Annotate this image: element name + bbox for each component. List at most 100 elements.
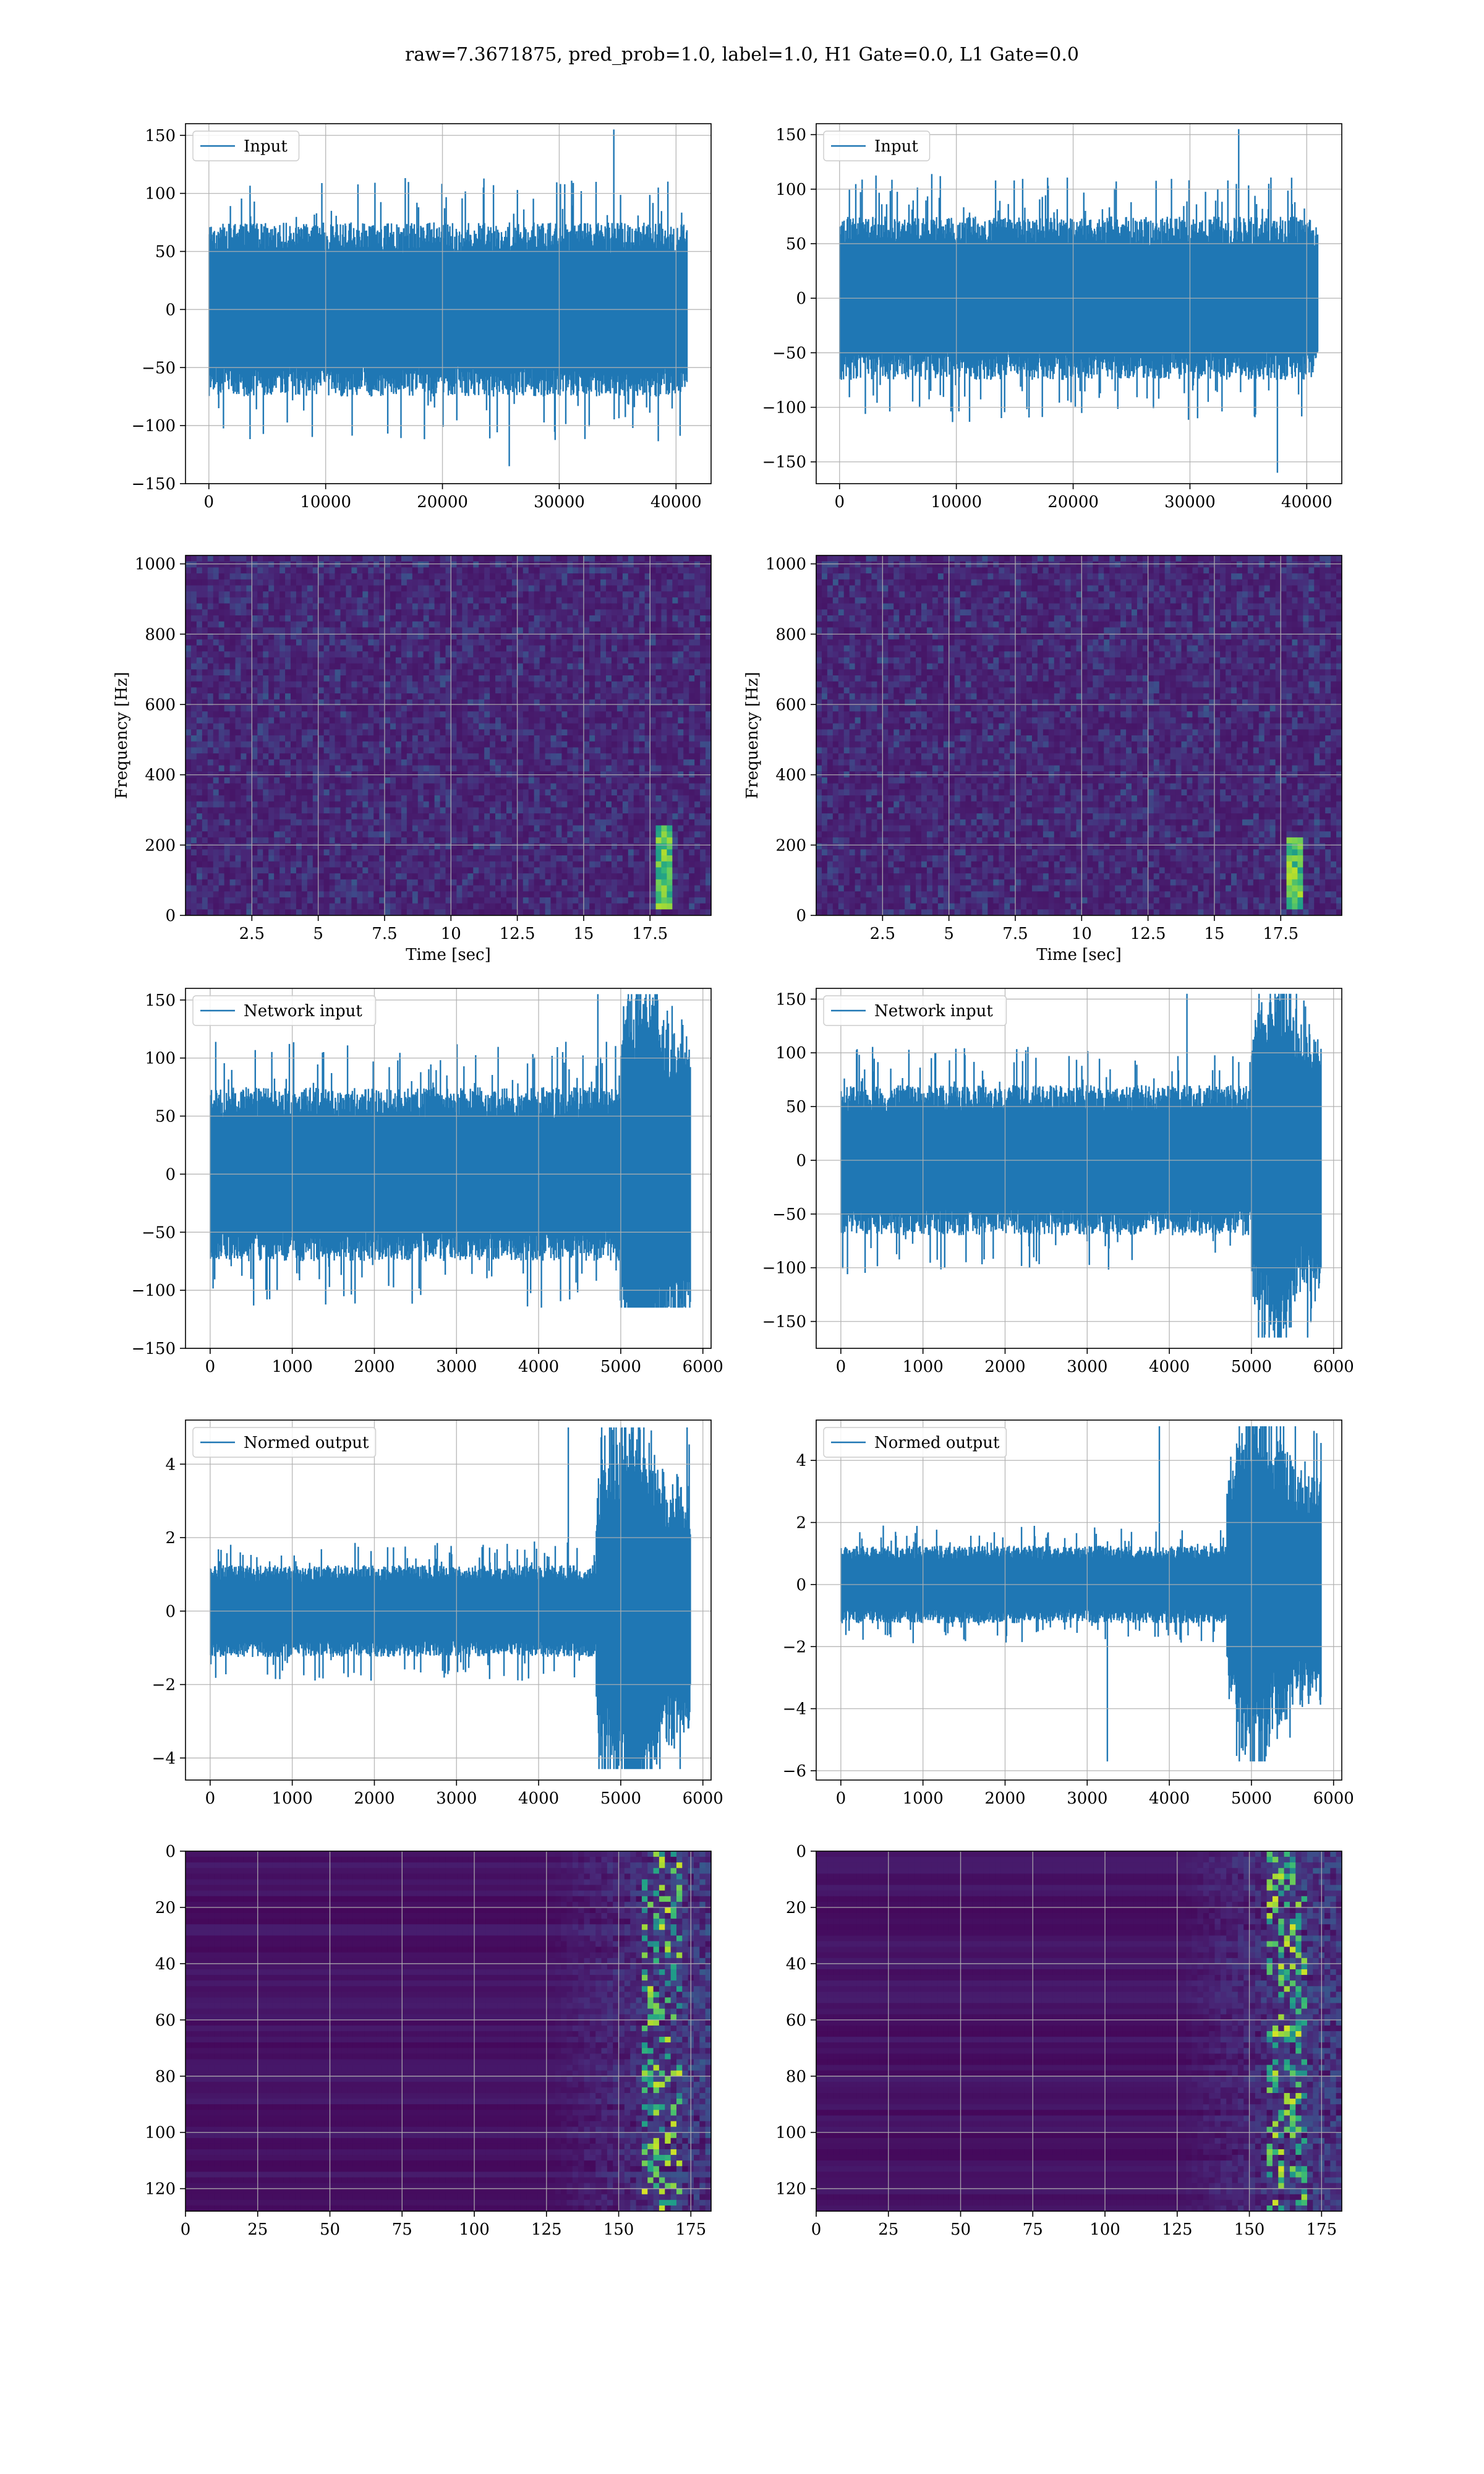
heatmap-cell bbox=[340, 909, 347, 915]
heatmap-cell bbox=[440, 855, 446, 862]
heatmap-cell bbox=[368, 861, 374, 868]
heatmap-cell bbox=[224, 867, 231, 874]
heatmap-cell bbox=[351, 777, 357, 784]
heatmap-cell bbox=[522, 699, 529, 706]
heatmap-cell bbox=[578, 885, 584, 892]
heatmap-cell bbox=[202, 615, 208, 622]
heatmap-cell bbox=[279, 639, 286, 646]
heatmap-cell bbox=[390, 597, 396, 604]
heatmap-cell bbox=[522, 747, 529, 754]
heatmap-cell bbox=[622, 651, 629, 658]
heatmap-cell bbox=[373, 693, 380, 700]
heatmap-cell bbox=[467, 669, 474, 676]
heatmap-cell bbox=[362, 729, 369, 736]
heatmap-cell bbox=[202, 861, 208, 868]
heatmap-cell bbox=[490, 855, 496, 862]
heatmap-cell bbox=[633, 711, 640, 718]
heatmap-cell bbox=[556, 843, 563, 850]
heatmap-cell bbox=[429, 597, 435, 604]
heatmap-cell bbox=[584, 855, 590, 862]
heatmap-cell bbox=[595, 759, 601, 766]
heatmap-cell bbox=[346, 861, 352, 868]
heatmap-cell bbox=[406, 897, 413, 904]
heatmap-cell bbox=[440, 891, 446, 898]
heatmap-cell bbox=[190, 885, 197, 892]
heatmap-cell bbox=[534, 657, 540, 664]
heatmap-cell bbox=[279, 747, 286, 754]
heatmap-cells bbox=[186, 555, 711, 915]
heatmap-cell bbox=[412, 819, 419, 826]
heatmap-cell bbox=[274, 801, 280, 808]
heatmap-cell bbox=[224, 561, 231, 568]
heatmap-cell bbox=[268, 675, 275, 682]
heatmap-cell bbox=[611, 663, 618, 670]
heatmap-cell bbox=[467, 711, 474, 718]
heatmap-cell bbox=[385, 711, 391, 718]
heatmap-cell bbox=[385, 843, 391, 850]
heatmap-cell bbox=[584, 711, 590, 718]
heatmap-cell bbox=[522, 717, 529, 724]
heatmap-cell bbox=[511, 861, 518, 868]
heatmap-cell bbox=[323, 813, 330, 820]
heatmap-cell bbox=[578, 669, 584, 676]
heatmap-cell bbox=[318, 633, 325, 640]
heatmap-cell bbox=[196, 597, 203, 604]
heatmap-cell bbox=[429, 609, 435, 616]
heatmap-cell bbox=[462, 717, 468, 724]
heatmap-cell bbox=[584, 675, 590, 682]
heatmap-cell bbox=[616, 627, 623, 634]
heatmap-cell bbox=[257, 891, 263, 898]
heatmap-cell bbox=[451, 753, 458, 760]
heatmap-cell bbox=[279, 795, 286, 802]
heatmap-cell bbox=[218, 651, 225, 658]
heatmap-cell bbox=[539, 687, 546, 694]
heatmap-cell bbox=[190, 561, 197, 568]
heatmap-cell bbox=[429, 711, 435, 718]
heatmap-cell bbox=[522, 633, 529, 640]
heatmap-cell bbox=[616, 813, 623, 820]
heatmap-cell bbox=[385, 903, 391, 910]
heatmap-cell bbox=[246, 603, 252, 610]
heatmap-cell bbox=[573, 765, 579, 772]
heatmap-cell bbox=[462, 723, 468, 730]
heatmap-cell bbox=[235, 651, 242, 658]
heatmap-cell bbox=[406, 705, 413, 712]
heatmap-cell bbox=[379, 759, 385, 766]
y-tick-label: 50 bbox=[155, 243, 176, 262]
heatmap-cell bbox=[595, 855, 601, 862]
heatmap-cell bbox=[241, 621, 247, 628]
heatmap-cell bbox=[340, 561, 347, 568]
heatmap-cell bbox=[307, 597, 313, 604]
heatmap-cell bbox=[462, 657, 468, 664]
heatmap-cell bbox=[296, 567, 302, 574]
heatmap-cell bbox=[573, 717, 579, 724]
heatmap-cell bbox=[616, 675, 623, 682]
heatmap-cell bbox=[616, 645, 623, 652]
heatmap-cell bbox=[506, 747, 513, 754]
heatmap-cell bbox=[434, 831, 441, 838]
heatmap-cell bbox=[379, 879, 385, 886]
heatmap-cell bbox=[218, 855, 225, 862]
heatmap-cell bbox=[462, 867, 468, 874]
heatmap-cell bbox=[257, 645, 263, 652]
heatmap-cell bbox=[401, 849, 407, 856]
heatmap-cell bbox=[622, 555, 629, 562]
heatmap-cell bbox=[296, 789, 302, 796]
heatmap-cell bbox=[517, 645, 524, 652]
heatmap-cell bbox=[445, 777, 452, 784]
heatmap-cell bbox=[312, 573, 319, 580]
heatmap-cell bbox=[556, 885, 563, 892]
heatmap-cell bbox=[396, 777, 402, 784]
heatmap-cell bbox=[246, 885, 252, 892]
heatmap-cell bbox=[246, 681, 252, 688]
heatmap-cell bbox=[456, 885, 463, 892]
heatmap-cell bbox=[401, 657, 407, 664]
heatmap-cell bbox=[390, 609, 396, 616]
heatmap-cell bbox=[186, 573, 192, 580]
heatmap-cell bbox=[379, 807, 385, 814]
heatmap-cell bbox=[462, 909, 468, 915]
heatmap-cell bbox=[229, 579, 236, 586]
heatmap-cell bbox=[368, 837, 374, 844]
heatmap-cell bbox=[351, 591, 357, 598]
heatmap-cell bbox=[373, 627, 380, 634]
